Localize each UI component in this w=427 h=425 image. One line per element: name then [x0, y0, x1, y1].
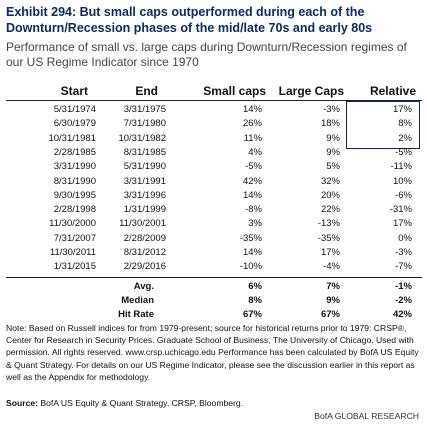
table-cell: -7% — [395, 261, 412, 273]
table-cell: -13% — [317, 218, 340, 230]
summary-cell: Median — [121, 295, 154, 306]
table-cell: 10/31/1982 — [118, 132, 166, 144]
table-cell: 10% — [392, 175, 412, 187]
table-cell: 17% — [392, 104, 412, 115]
table-cell: -11% — [390, 161, 412, 173]
table-cell: 9% — [326, 132, 340, 144]
summary-cell: 7% — [326, 281, 340, 292]
table-cell: 7/31/2007 — [53, 232, 96, 244]
source-label: Source: — [6, 398, 38, 408]
table-cell: 3/31/1975 — [123, 104, 166, 115]
table-cell: 11/30/2001 — [119, 218, 166, 230]
table-cell: 11/30/2000 — [49, 218, 96, 230]
body-rule — [6, 277, 422, 278]
table-cell: 26% — [242, 118, 262, 130]
source: Source: BofA US Equity & Quant Strategy,… — [6, 398, 243, 408]
table-cell: 6/30/1979 — [53, 118, 96, 130]
table-cell: -4% — [323, 261, 340, 273]
table-cell: 20% — [320, 189, 340, 201]
table-cell: 17% — [320, 247, 340, 258]
table-cell: 5/31/1974 — [53, 104, 96, 115]
column-header: Large Caps — [278, 84, 344, 98]
table-cell: 14% — [242, 247, 262, 258]
table-cell: -6% — [395, 189, 412, 201]
footer: BofA GLOBAL RESEARCH — [314, 411, 419, 421]
table-cell: 2% — [398, 132, 412, 144]
column-header: Small caps — [203, 84, 266, 98]
table-cell: 17% — [392, 218, 412, 230]
table-cell: 1/31/2015 — [53, 261, 96, 273]
table-cell: 4% — [248, 146, 262, 158]
summary-cell: -1% — [395, 281, 412, 292]
table-cell: 2/29/2016 — [123, 261, 166, 273]
table-cell: 8/31/1990 — [53, 175, 96, 187]
table-cell: 14% — [242, 189, 262, 201]
summary-cell: 42% — [392, 309, 412, 320]
table-cell: 3/31/1996 — [123, 189, 166, 201]
table-cell: -35% — [317, 232, 340, 244]
table-cell: 10/31/1981 — [48, 132, 96, 144]
column-header: Relative — [369, 84, 416, 98]
header-rule — [6, 100, 422, 101]
table-cell: 9/30/1995 — [53, 189, 96, 201]
summary-cell: 8% — [248, 295, 262, 306]
highlight-box — [346, 101, 420, 149]
table-cell: 3/31/1991 — [123, 175, 166, 187]
table-cell: 1/31/1999 — [123, 204, 166, 216]
table-cell: 2/28/2009 — [123, 232, 166, 244]
summary-cell: 67% — [242, 309, 262, 320]
table-cell: -5% — [245, 161, 262, 173]
table-cell: 2/28/1998 — [53, 204, 96, 216]
summary-cell: Hit Rate — [118, 309, 154, 320]
note: Note: Based on Russell indices for from … — [6, 323, 419, 382]
table-cell: -3% — [395, 247, 412, 258]
table-cell: -35% — [239, 232, 262, 244]
table-cell: -10% — [239, 261, 262, 273]
table-cell: 8/31/2012 — [123, 247, 166, 258]
table-cell: 11/30/2011 — [49, 247, 96, 258]
summary-cell: 67% — [320, 309, 340, 320]
column-header: End — [135, 84, 158, 98]
table-cell: 8/31/1985 — [123, 146, 166, 158]
table-cell: 11% — [243, 132, 262, 144]
table-cell: 8% — [398, 118, 412, 130]
summary-cell: 6% — [248, 281, 262, 292]
table-cell: 0% — [398, 232, 412, 244]
table-cell: 18% — [320, 118, 340, 130]
table-cell: 7/31/1980 — [123, 118, 166, 130]
table-cell: 9% — [326, 146, 340, 158]
table-cell: 32% — [320, 175, 340, 187]
table-cell: -3% — [323, 104, 340, 115]
table-cell: 2/28/1985 — [53, 146, 96, 158]
table-cell: 22% — [320, 204, 340, 216]
title: Exhibit 294: But small caps outperformed… — [6, 5, 373, 35]
subtitle: Performance of small vs. large caps duri… — [6, 40, 407, 69]
table-cell: -5% — [395, 146, 412, 158]
column-header: Start — [60, 84, 88, 98]
summary-cell: 9% — [326, 295, 340, 306]
table-cell: 5/31/1990 — [123, 161, 166, 173]
table-cell: -31% — [389, 204, 412, 216]
summary-cell: -2% — [395, 295, 412, 306]
table-cell: 3% — [248, 218, 262, 230]
table-cell: 42% — [242, 175, 262, 187]
table-cell: 3/31/1990 — [53, 161, 96, 173]
table-cell: 14% — [242, 104, 262, 115]
source-text: BofA US Equity & Quant Strategy, CRSP, B… — [40, 398, 244, 408]
summary-cell: Avg. — [133, 281, 154, 292]
table-cell: -8% — [245, 204, 262, 216]
table-cell: 5% — [326, 161, 340, 173]
